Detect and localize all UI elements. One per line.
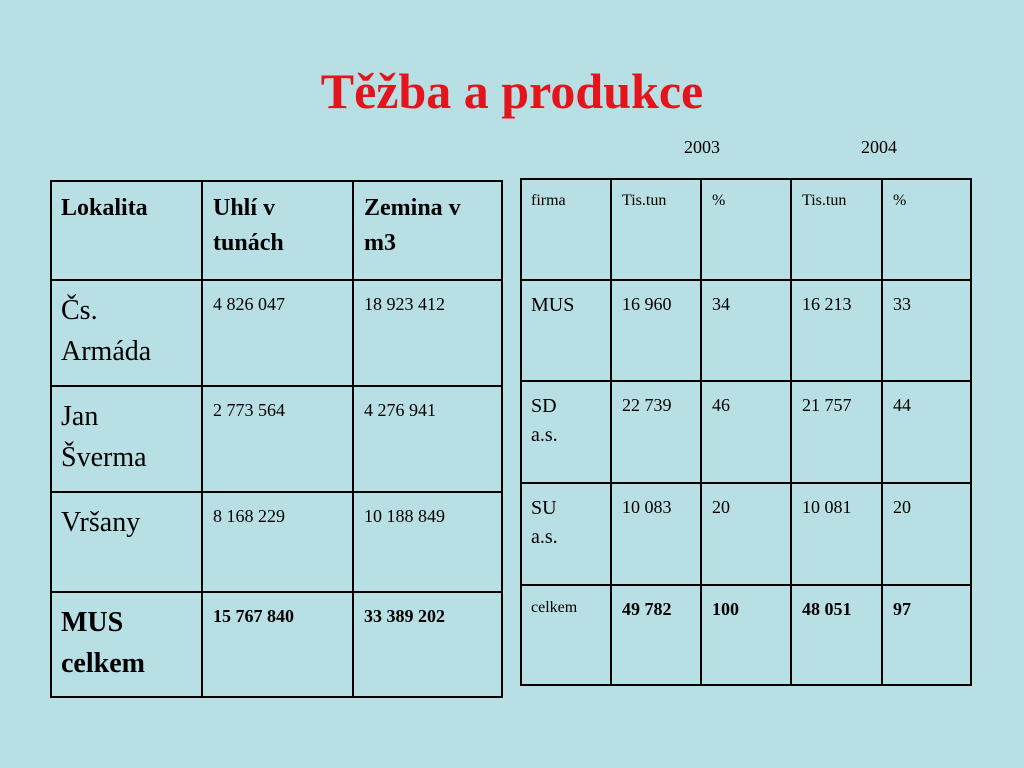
header-cell: Lokalita	[50, 180, 202, 280]
table-cell: 100	[701, 585, 791, 686]
header-cell: Uhlí v tunách	[202, 180, 353, 280]
table-cell: 46	[701, 381, 791, 483]
cell-text: 33 389 202	[364, 606, 445, 626]
cell-text: SU a.s.	[531, 497, 558, 548]
cell-text: 20	[712, 497, 730, 517]
cell-text: MUS celkem	[61, 607, 145, 679]
cell-text: 34	[712, 294, 730, 314]
cell-text: Uhlí v tunách	[213, 195, 284, 256]
cell-text: 16 960	[622, 294, 672, 314]
cell-text: SD a.s.	[531, 395, 558, 446]
table-cell: 4 826 047	[202, 280, 353, 386]
table-cell: 33 389 202	[353, 592, 503, 698]
cell-text: 15 767 840	[213, 606, 294, 626]
cell-text: 97	[893, 599, 911, 619]
cell-text: 18 923 412	[364, 294, 445, 314]
cell-text: 48 051	[802, 599, 852, 619]
cell-text: MUS	[531, 294, 575, 316]
table-cell: 20	[701, 483, 791, 585]
cell-text: 20	[893, 497, 911, 517]
cell-text: 10 188 849	[364, 506, 445, 526]
table-cell: 16 213	[791, 280, 882, 381]
table-cell: MUS celkem	[50, 592, 202, 698]
header-cell: Tis.tun	[791, 178, 882, 280]
table-cell: 48 051	[791, 585, 882, 686]
cell-text: Jan Šverma	[61, 401, 147, 473]
cell-text: 4 276 941	[364, 400, 436, 420]
table-cell: MUS	[520, 280, 611, 381]
cell-text: 22 739	[622, 395, 672, 415]
cell-text: 2 773 564	[213, 400, 285, 420]
title: Těžba a produkce	[320, 63, 704, 119]
table-cell: celkem	[520, 585, 611, 686]
cell-text: celkem	[531, 599, 578, 616]
cell-text: 33	[893, 294, 911, 314]
table-cell: 10 081	[791, 483, 882, 585]
table-cell: 2 773 564	[202, 386, 353, 492]
table-cell: 22 739	[611, 381, 701, 483]
table-cell: 10 188 849	[353, 492, 503, 592]
table-cell: 33	[882, 280, 972, 381]
table-cell: 20	[882, 483, 972, 585]
table-cell: SD a.s.	[520, 381, 611, 483]
table-cell: 8 168 229	[202, 492, 353, 592]
table-cell: SU a.s.	[520, 483, 611, 585]
table-cell: 4 276 941	[353, 386, 503, 492]
cell-text: 21 757	[802, 395, 852, 415]
table-cell: 49 782	[611, 585, 701, 686]
cell-text: Čs. Armáda	[61, 295, 152, 367]
table-cell: 18 923 412	[353, 280, 503, 386]
cell-text: 100	[712, 599, 739, 619]
year-label: 2004	[861, 137, 897, 157]
table-cell: 44	[882, 381, 972, 483]
table-cell: Čs. Armáda	[50, 280, 202, 386]
cell-text: 10 081	[802, 497, 852, 517]
table-cell: 21 757	[791, 381, 882, 483]
header-cell: firma	[520, 178, 611, 280]
cell-text: 46	[712, 395, 730, 415]
cell-text: %	[712, 192, 726, 209]
table-cell: 16 960	[611, 280, 701, 381]
table-cell: 15 767 840	[202, 592, 353, 698]
cell-text: 8 168 229	[213, 506, 285, 526]
year-label: 2003	[684, 137, 720, 157]
cell-text: Zemina v m3	[364, 195, 461, 256]
cell-text: Tis.tun	[622, 192, 667, 209]
cell-text: firma	[531, 192, 566, 209]
header-cell: Zemina v m3	[353, 180, 503, 280]
table-cell: 10 083	[611, 483, 701, 585]
cell-text: Lokalita	[61, 195, 148, 221]
table-cell: 34	[701, 280, 791, 381]
cell-text: 49 782	[622, 599, 672, 619]
table-cell: Jan Šverma	[50, 386, 202, 492]
header-cell: %	[701, 178, 791, 280]
cell-text: %	[893, 192, 907, 209]
cell-text: 16 213	[802, 294, 852, 314]
cell-text: Vršany	[61, 507, 141, 538]
table-cell: 97	[882, 585, 972, 686]
table-cell: Vršany	[50, 492, 202, 592]
cell-text: Tis.tun	[802, 192, 847, 209]
cell-text: 10 083	[622, 497, 672, 517]
cell-text: 44	[893, 395, 911, 415]
header-cell: %	[882, 178, 972, 280]
header-cell: Tis.tun	[611, 178, 701, 280]
cell-text: 4 826 047	[213, 294, 285, 314]
